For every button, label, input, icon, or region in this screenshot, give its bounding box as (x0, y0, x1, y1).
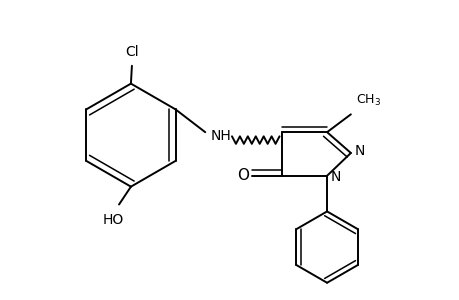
Text: NH: NH (210, 129, 230, 143)
Text: CH$_3$: CH$_3$ (355, 93, 380, 108)
Text: Cl: Cl (125, 45, 139, 59)
Text: O: O (236, 168, 248, 183)
Text: N: N (330, 170, 341, 184)
Text: N: N (354, 144, 364, 158)
Text: HO: HO (102, 213, 123, 227)
